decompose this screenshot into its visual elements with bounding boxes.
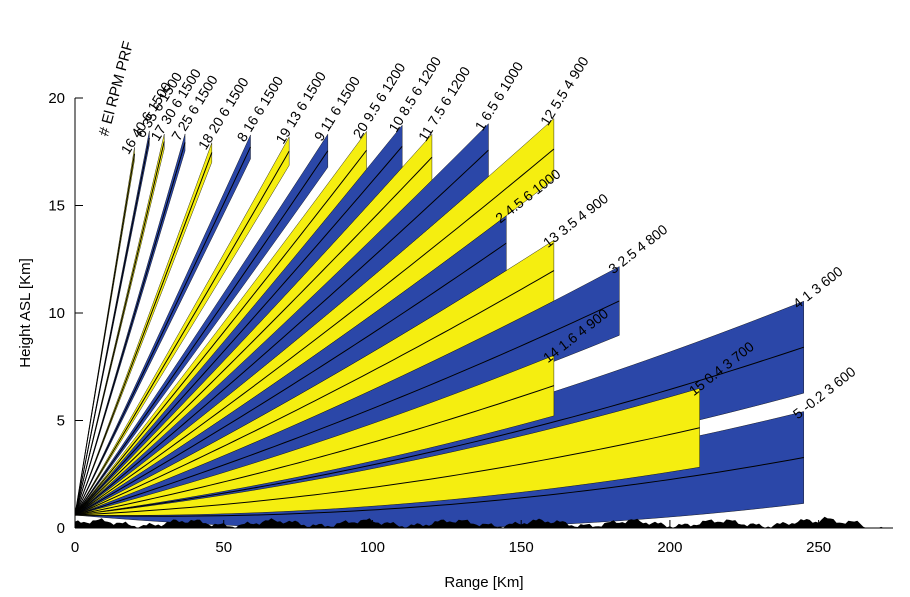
ticks: 0 50 100 150 200 250 0 5 10 15 20 xyxy=(48,90,831,556)
y-tick-label-5: 5 xyxy=(57,413,65,430)
beam-12-centerline xyxy=(75,149,489,516)
beam-7-centerline xyxy=(75,150,290,516)
beam-4 xyxy=(75,133,186,516)
beam-2-centerline xyxy=(75,137,150,516)
beam-3 xyxy=(75,133,165,516)
header-label: # El RPM PRF xyxy=(95,39,137,138)
beam-1-centerline xyxy=(75,153,135,516)
beam-label-12: 1 6.5 6 1000 xyxy=(471,59,526,134)
beam-3-centerline xyxy=(75,141,165,516)
beam-16-centerline xyxy=(75,300,620,516)
x-axis-title: Range [Km] xyxy=(444,574,523,591)
beam-14-centerline xyxy=(75,242,507,516)
y-tick-label-20: 20 xyxy=(48,90,65,107)
beam-9-centerline xyxy=(75,150,367,516)
beam-label-13: 12 5.5 4 900 xyxy=(537,53,592,128)
beam-19 xyxy=(75,388,700,516)
beam-6-centerline xyxy=(75,146,251,516)
beam-17 xyxy=(75,355,555,516)
beam-8 xyxy=(75,133,329,516)
y-tick-label-10: 10 xyxy=(48,305,65,322)
x-tick-label-100: 100 xyxy=(360,539,385,556)
beam-label-18: 4 1 3 600 xyxy=(790,263,846,312)
x-tick-label-200: 200 xyxy=(657,539,682,556)
x-tick-label-150: 150 xyxy=(509,539,534,556)
beam-8-centerline xyxy=(75,150,329,516)
beam-18-centerline xyxy=(75,346,804,516)
beam-13-centerline xyxy=(75,148,555,516)
y-tick-label-0: 0 xyxy=(57,520,65,537)
y-tick-label-15: 15 xyxy=(48,198,65,215)
beam-5 xyxy=(75,142,213,516)
beam-14 xyxy=(75,215,507,516)
beam-9 xyxy=(75,130,367,516)
plot-area xyxy=(75,118,893,528)
beam-label-16: 3 2.5 4 800 xyxy=(605,221,670,277)
beam-11-centerline xyxy=(75,156,433,516)
x-tick-label-250: 250 xyxy=(806,539,831,556)
beam-19-centerline xyxy=(75,427,700,516)
y-axis-title: Height ASL [Km] xyxy=(17,258,34,368)
beam-10-centerline xyxy=(75,146,403,516)
beam-6 xyxy=(75,134,251,516)
beam-4-centerline xyxy=(75,142,186,516)
beams-layer xyxy=(75,118,804,528)
beam-15-centerline xyxy=(75,270,555,516)
beam-5-centerline xyxy=(75,152,213,516)
beam-20-centerline xyxy=(75,457,804,517)
terrain-profile xyxy=(75,516,893,528)
x-tick-label-0: 0 xyxy=(71,539,79,556)
beam-7 xyxy=(75,136,290,516)
x-tick-label-50: 50 xyxy=(215,539,232,556)
beam-17-centerline xyxy=(75,385,555,516)
beam-label-15: 13 3.5 4 900 xyxy=(540,190,611,251)
